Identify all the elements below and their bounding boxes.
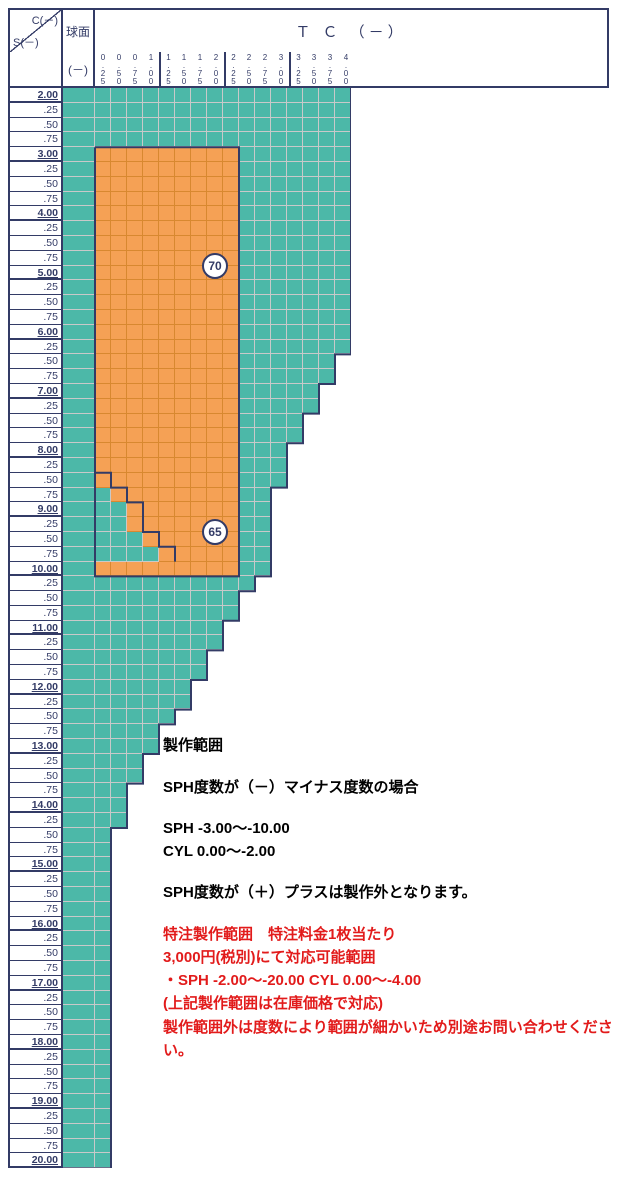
tc-label: Ｔ Ｃ （－） (95, 10, 607, 52)
badge-65: 65 (202, 519, 228, 545)
sphere-label: 球面 (63, 10, 95, 52)
info-range: SPH -3.00～-10.00 CYL 0.00～-2.00 (163, 817, 613, 864)
info-line1: SPH度数が（－）マイナス度数の場合 (163, 776, 613, 799)
s-axis-label: S(－) (13, 34, 39, 50)
header-row-2: (－) 0.250.500.751.001.251.501.752.002.25… (8, 52, 609, 88)
info-title: 製作範囲 (163, 734, 613, 757)
header-row-1: C(－) S(－) 球面 Ｔ Ｃ （－） (8, 8, 609, 52)
row-labels: 2.00.25.50.753.00.25.50.754.00.25.50.755… (10, 88, 63, 1168)
badge-70: 70 (202, 253, 228, 279)
corner-cell: C(－) S(－) (10, 10, 63, 52)
info-text: 製作範囲 SPH度数が（－）マイナス度数の場合 SPH -3.00～-10.00… (163, 734, 613, 1062)
cyl-minus-label: (－) (63, 52, 95, 86)
info-line3: SPH度数が（＋）プラスは製作外となります。 (163, 881, 613, 904)
info-special: 特注製作範囲 特注料金1枚当たり 3,000円(税別)にて対応可能範囲 ・SPH… (163, 923, 613, 1063)
cyl-ticks: 0.250.500.751.001.251.501.752.002.252.50… (95, 52, 607, 86)
lens-range-chart: C(－) S(－) 球面 Ｔ Ｃ （－） (－) 0.250.500.751.0… (8, 8, 609, 1168)
c-axis-label: C(－) (32, 12, 58, 28)
